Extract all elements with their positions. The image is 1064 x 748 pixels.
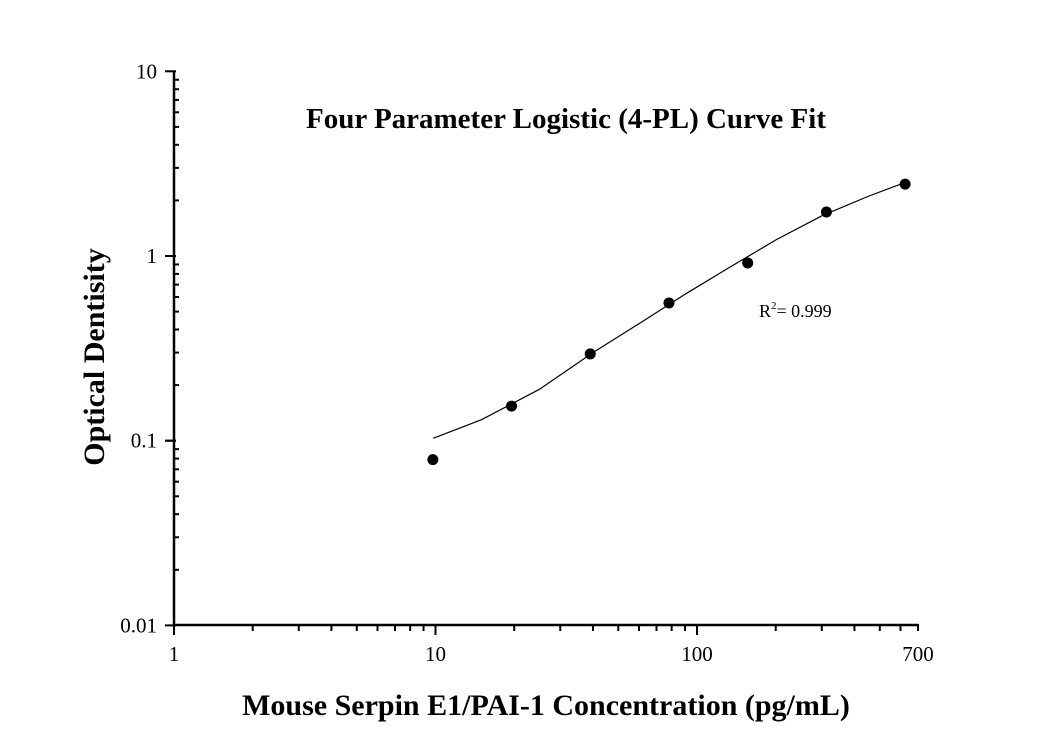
x-tick-label: 1 [169, 642, 180, 666]
data-point [899, 178, 911, 190]
y-tick-label: 0.1 [131, 429, 157, 453]
x-ticks [173, 624, 919, 635]
data-point [506, 400, 518, 412]
data-point [584, 348, 596, 360]
data-point [427, 454, 439, 466]
r-squared-annotation: R2= 0.999 [759, 300, 832, 321]
r-superscript: 2 [771, 300, 777, 312]
data-points [427, 178, 911, 466]
y-tick-label: 10 [136, 59, 157, 83]
data-point [742, 257, 754, 269]
x-tick-labels: 1 10 100 700 [169, 642, 934, 666]
y-tick-labels: 0.01 0.1 1 10 [120, 59, 157, 637]
axes: 0.01 0.1 1 10 1 10 100 700 [120, 59, 933, 666]
y-ticks [165, 70, 179, 627]
data-point [663, 297, 675, 309]
x-tick-label: 100 [681, 642, 713, 666]
x-tick-label: 10 [425, 642, 446, 666]
y-tick-label: 0.01 [120, 613, 157, 637]
r-symbol: R [759, 301, 771, 321]
x-tick-label: 700 [902, 642, 934, 666]
fit-curve [432, 181, 906, 439]
chart-title: Four Parameter Logistic (4-PL) Curve Fit [306, 103, 826, 135]
r-value: = 0.999 [777, 301, 832, 321]
y-tick-label: 1 [147, 244, 158, 268]
data-point [820, 206, 832, 218]
y-axis-label: Optical Dentisity [78, 248, 111, 466]
x-axis-label: Mouse Serpin E1/PAI-1 Concentration (pg/… [242, 689, 850, 722]
